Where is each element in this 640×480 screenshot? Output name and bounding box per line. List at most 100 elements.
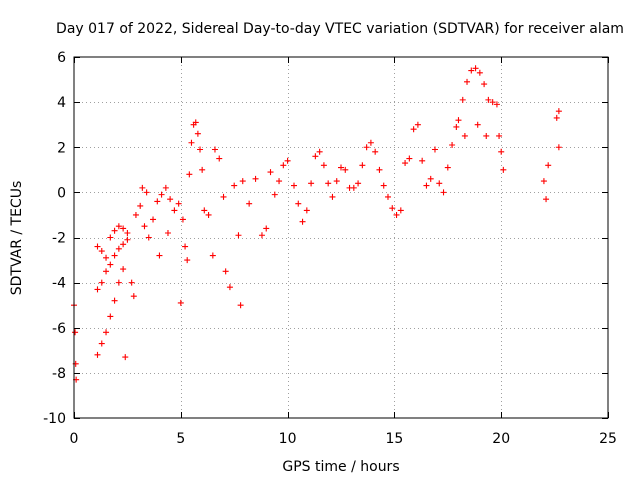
- data-point: [440, 189, 447, 196]
- vertical-gridlines: [181, 57, 502, 418]
- y-tick-label: 0: [57, 185, 66, 201]
- data-point: [111, 252, 118, 259]
- data-point: [427, 175, 434, 182]
- data-point: [246, 200, 253, 207]
- data-point: [103, 254, 110, 261]
- data-point: [555, 144, 562, 151]
- data-point: [98, 248, 105, 255]
- data-point: [464, 78, 471, 85]
- data-point: [120, 241, 127, 248]
- series-5: [128, 184, 182, 300]
- series-7: [271, 121, 460, 225]
- data-point: [312, 153, 319, 160]
- data-point: [485, 96, 492, 103]
- data-point: [414, 121, 421, 128]
- data-point: [154, 198, 161, 205]
- data-point: [449, 141, 456, 148]
- series-2: [94, 223, 131, 261]
- data-point: [406, 155, 413, 162]
- data-point: [150, 216, 157, 223]
- data-point: [167, 196, 174, 203]
- y-tick-label: 6: [57, 50, 66, 66]
- series-4: [94, 266, 129, 361]
- data-point: [179, 216, 186, 223]
- data-point: [555, 108, 562, 115]
- data-point: [372, 148, 379, 155]
- data-point: [284, 157, 291, 164]
- data-point: [316, 148, 323, 155]
- data-point: [98, 340, 105, 347]
- x-tick-label: 0: [70, 431, 79, 447]
- data-point: [107, 313, 114, 320]
- series-6: [177, 119, 274, 309]
- data-point: [94, 243, 101, 250]
- y-axis-label: SDTVAR / TECUs: [9, 181, 25, 296]
- data-point: [393, 211, 400, 218]
- data-point: [231, 182, 238, 189]
- data-point: [177, 299, 184, 306]
- data-point: [423, 182, 430, 189]
- data-point: [402, 160, 409, 167]
- data-point: [258, 232, 265, 239]
- y-axis-ticks: [74, 57, 608, 419]
- data-point: [199, 166, 206, 173]
- data-point: [239, 178, 246, 185]
- data-point: [376, 166, 383, 173]
- data-point: [320, 162, 327, 169]
- data-point: [162, 184, 169, 191]
- data-point: [350, 184, 357, 191]
- data-point: [124, 229, 131, 236]
- data-point: [380, 182, 387, 189]
- data-point: [500, 166, 507, 173]
- y-tick-label: 2: [57, 140, 66, 156]
- data-point: [267, 169, 274, 176]
- data-point: [271, 191, 278, 198]
- data-point: [98, 279, 105, 286]
- data-point: [139, 184, 146, 191]
- data-point: [120, 266, 127, 273]
- data-point: [222, 268, 229, 275]
- data-point: [107, 234, 114, 241]
- data-point: [107, 261, 114, 268]
- data-point: [419, 157, 426, 164]
- x-axis-ticks: [74, 57, 609, 418]
- data-point: [235, 232, 242, 239]
- chart-title: Day 017 of 2022, Sidereal Day-to-day VTE…: [56, 21, 624, 37]
- data-point: [276, 178, 283, 185]
- data-point: [397, 207, 404, 214]
- x-tick-label: 10: [279, 431, 297, 447]
- data-point: [459, 96, 466, 103]
- data-point: [72, 329, 79, 336]
- data-point: [553, 114, 560, 121]
- data-point: [472, 65, 479, 72]
- data-point: [367, 139, 374, 146]
- data-point: [111, 297, 118, 304]
- data-point: [474, 121, 481, 128]
- data-point: [124, 236, 131, 243]
- data-point: [194, 130, 201, 137]
- data-point: [122, 354, 129, 361]
- data-point: [130, 293, 137, 300]
- data-point: [468, 67, 475, 74]
- data-point: [481, 81, 488, 88]
- data-point: [120, 225, 127, 232]
- data-point: [461, 132, 468, 139]
- data-point: [137, 202, 144, 209]
- data-point: [384, 193, 391, 200]
- data-point: [128, 279, 135, 286]
- data-points: [71, 65, 562, 383]
- data-point: [141, 223, 148, 230]
- data-point: [489, 99, 496, 106]
- data-point: [94, 286, 101, 293]
- data-point: [363, 144, 370, 151]
- data-point: [342, 166, 349, 173]
- x-tick-label: 15: [385, 431, 403, 447]
- data-point: [103, 268, 110, 275]
- x-tick-labels: 0 5 10 15 20 25: [70, 431, 617, 447]
- data-point: [158, 191, 165, 198]
- data-point: [216, 155, 223, 162]
- data-point: [498, 148, 505, 155]
- x-tick-label: 20: [492, 431, 510, 447]
- data-point: [308, 180, 315, 187]
